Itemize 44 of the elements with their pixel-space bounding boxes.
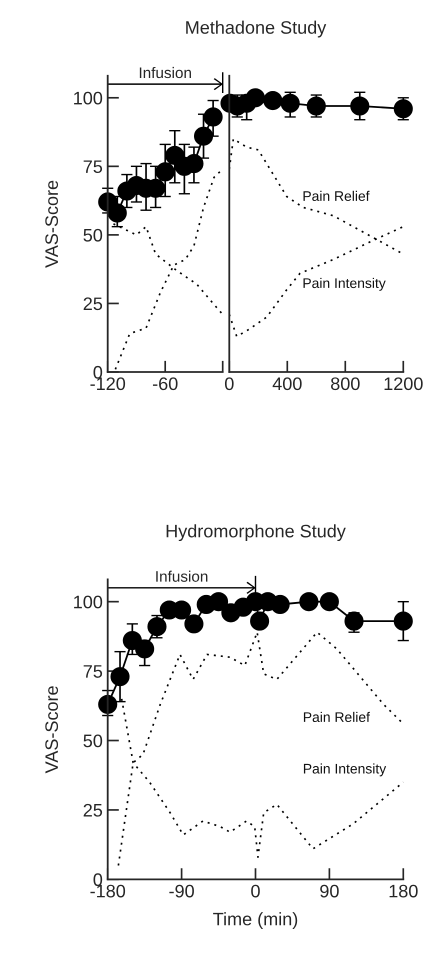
- point: [350, 96, 370, 116]
- x-tick-label: -90: [169, 884, 194, 898]
- y-axis-title: VAS-Score: [45, 686, 58, 774]
- x-tick-label: 400: [272, 377, 302, 390]
- point: [184, 614, 204, 634]
- point: [246, 88, 265, 108]
- point: [270, 594, 290, 614]
- x-tick-label: 0: [251, 884, 260, 898]
- series-label: Pain Relief: [304, 712, 370, 722]
- x-tick-label: 90: [320, 884, 339, 898]
- point: [394, 612, 413, 631]
- y-tick-label: 0: [94, 873, 102, 886]
- y-tick-label: 100: [74, 92, 102, 104]
- point: [250, 612, 270, 631]
- point: [320, 592, 339, 612]
- point: [209, 592, 228, 612]
- point: [299, 592, 318, 612]
- y-tick-label: 25: [84, 297, 102, 310]
- y-tick-label: 75: [84, 160, 102, 174]
- y-tick-label: 25: [84, 804, 102, 817]
- x-tick-label: -180: [90, 884, 126, 898]
- annotation: Infusion: [140, 66, 191, 78]
- x-tick-label: 0: [224, 377, 234, 390]
- y-tick-label: 50: [83, 734, 102, 748]
- point: [306, 96, 326, 116]
- y-tick-label: 75: [84, 665, 102, 678]
- x-tick-label: 1200: [384, 377, 423, 390]
- y-tick-label: 0: [94, 366, 102, 379]
- x-tick-label: -120: [90, 377, 126, 390]
- annotation: Infusion: [156, 570, 208, 582]
- x-axis-title: Time (min): [213, 912, 298, 929]
- chart-title: Methadone Study: [186, 20, 326, 38]
- series-label: Pain Relief: [304, 190, 370, 201]
- x-tick-label: 800: [331, 377, 360, 390]
- point: [263, 90, 282, 110]
- y-tick-label: 100: [74, 596, 102, 608]
- x-tick-label: 180: [390, 884, 418, 898]
- series-label: Pain Intensity: [304, 278, 386, 291]
- y-tick-label: 50: [83, 228, 102, 242]
- y-axis-title: VAS-Score: [45, 180, 58, 268]
- series-label: Pain Intensity: [304, 763, 386, 776]
- chart-title: Hydromorphone Study: [166, 524, 346, 542]
- line-series: [118, 631, 404, 866]
- x-tick-label: -60: [152, 377, 178, 390]
